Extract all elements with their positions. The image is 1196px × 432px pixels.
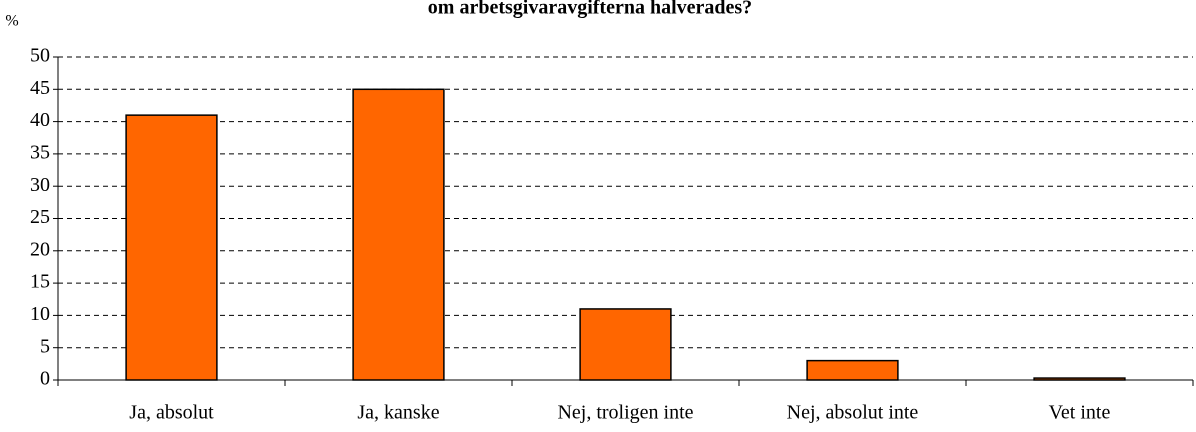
y-tick-label: 50 (30, 45, 50, 67)
bar (352, 88, 445, 381)
bar (579, 308, 672, 381)
chart-title: om arbetsgivaravgifterna halverades? (428, 0, 752, 19)
x-tick-label: Ja, absolut (129, 402, 214, 424)
x-tick-label: Nej, troligen inte (557, 402, 693, 424)
x-tick-label: Nej, absolut inte (787, 402, 919, 424)
bar (806, 359, 899, 381)
y-tick-label: 45 (30, 77, 50, 99)
x-tick-label: Ja, kanske (357, 402, 439, 424)
y-tick-label: 5 (40, 335, 50, 357)
y-tick-label: 35 (30, 141, 50, 163)
y-tick-label: 10 (30, 303, 50, 325)
y-tick-label: 20 (30, 238, 50, 260)
y-tick-label: 15 (30, 271, 50, 293)
y-tick-label: 0 (40, 368, 50, 390)
y-tick-label: 25 (30, 206, 50, 228)
y-tick-label: 30 (30, 174, 50, 196)
y-tick-label: 40 (30, 109, 50, 131)
x-tick-label: Vet inte (1049, 402, 1111, 424)
y-axis-label: % (5, 13, 18, 30)
bar (125, 114, 218, 381)
